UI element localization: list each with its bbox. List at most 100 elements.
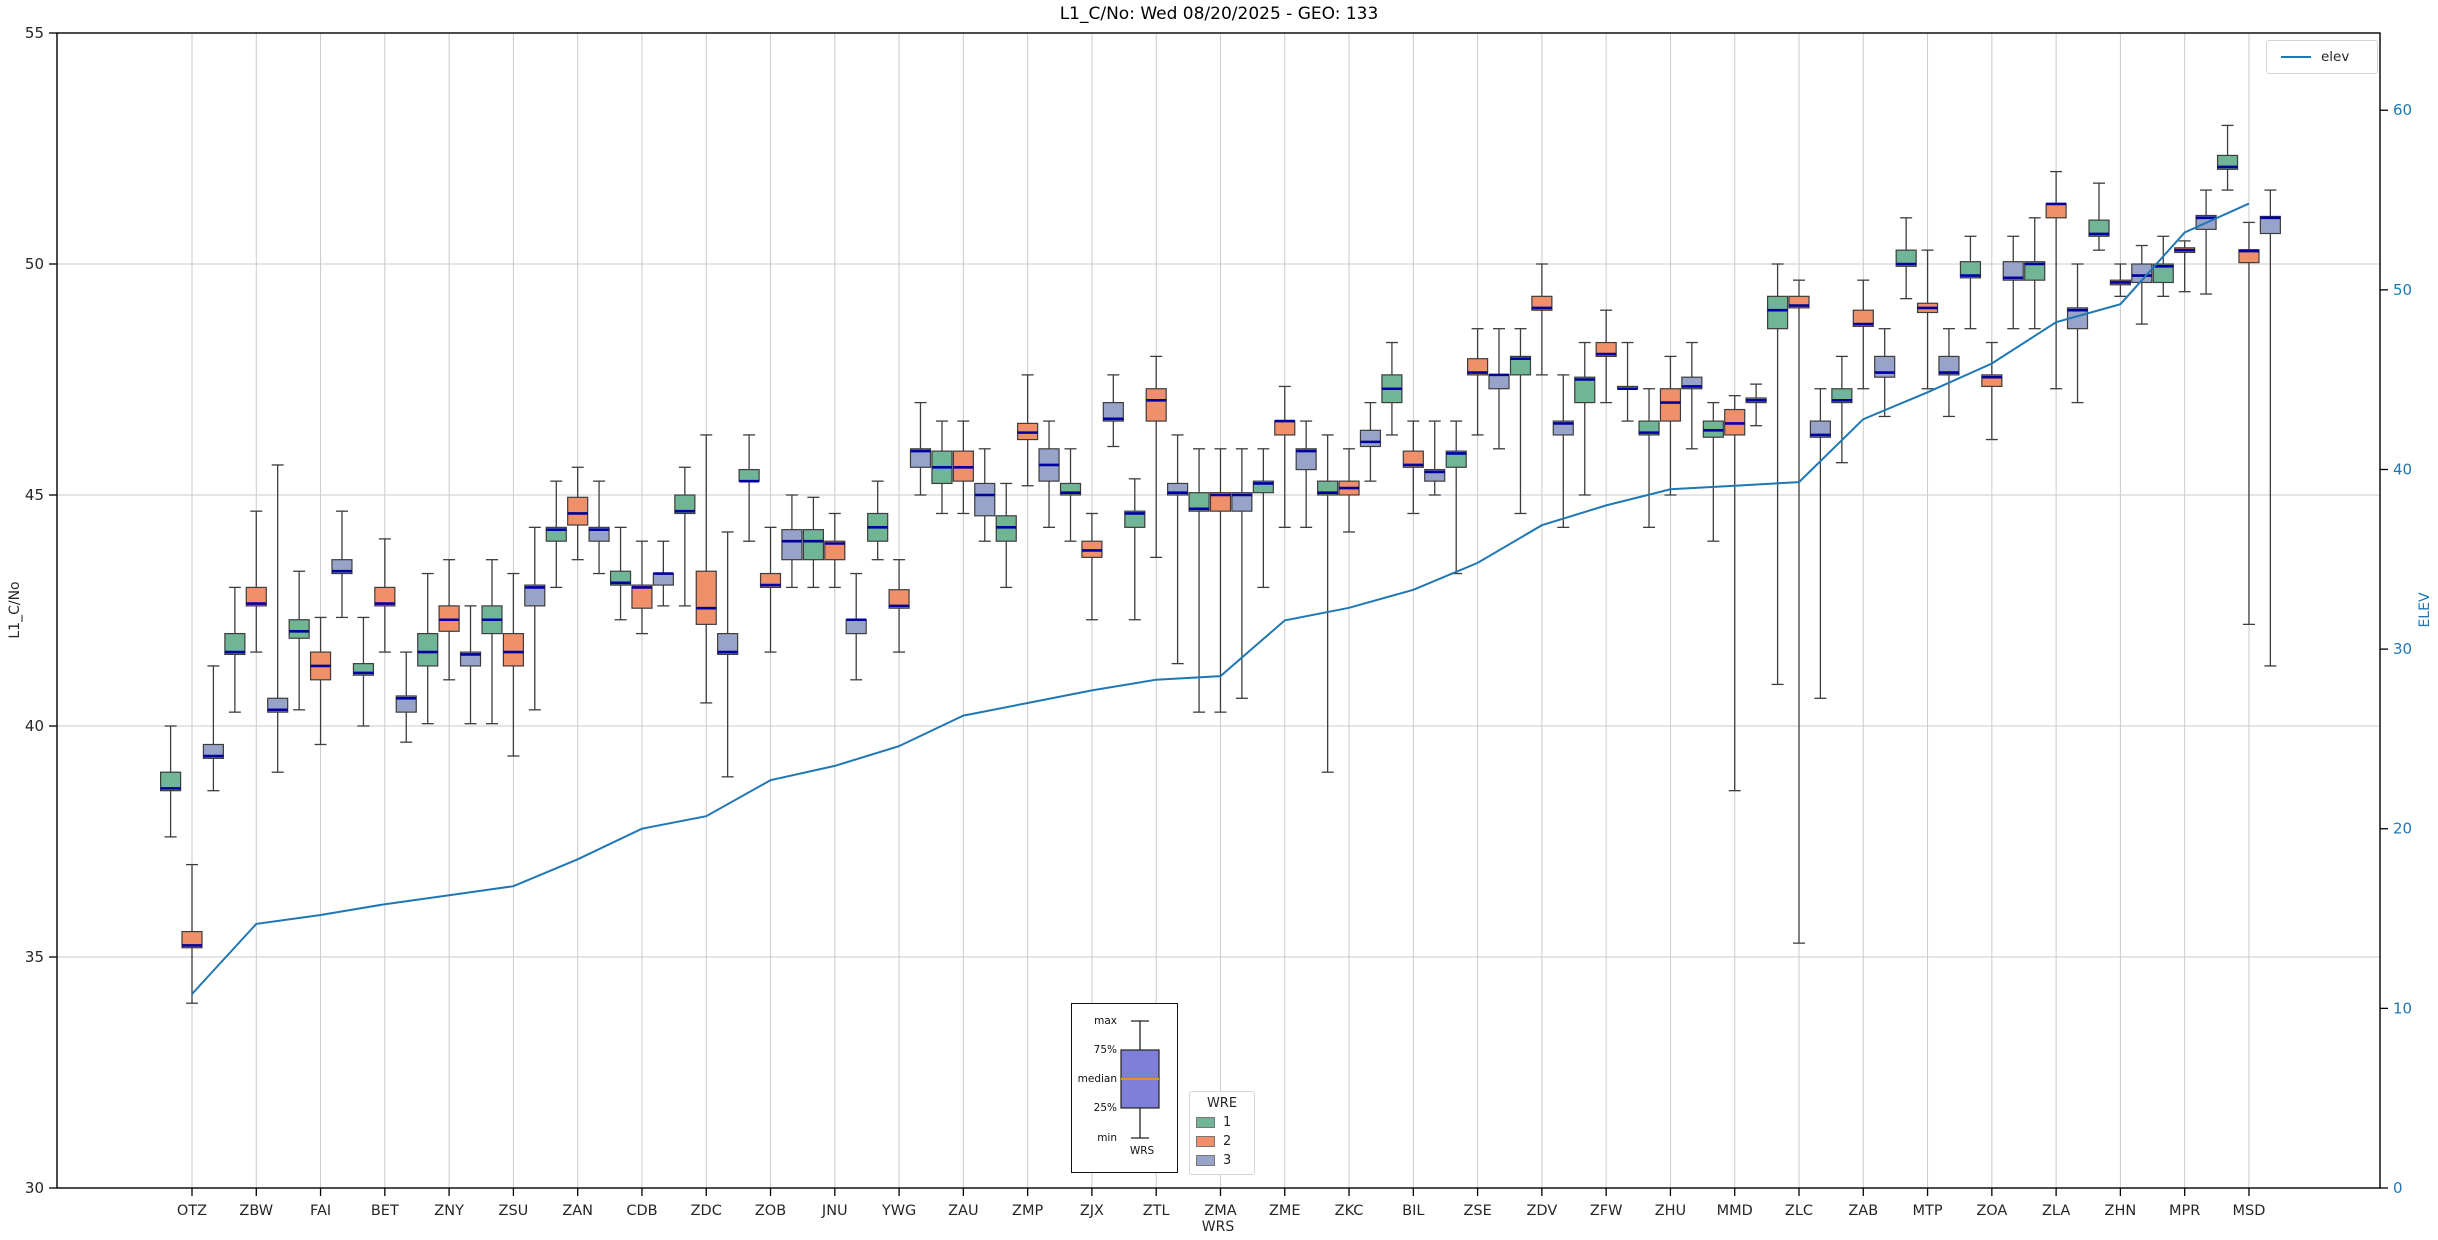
x-tick-label: MTP [1912, 1203, 1942, 1219]
box-ZAU-wre1 [931, 420, 953, 515]
plot-frame [56, 32, 2381, 1189]
x-tick-label: ZAB [1848, 1203, 1878, 1219]
box-ZKC-wre2 [1338, 448, 1360, 533]
x-tick-label: ZOB [755, 1203, 786, 1219]
wre-legend-title: WRE [1206, 1096, 1238, 1111]
box-ZAB-wre1 [1831, 355, 1853, 464]
x-tick-label: ZLA [2042, 1203, 2070, 1219]
x-tick-label: FAI [310, 1203, 331, 1219]
box-ZDC-wre1 [674, 466, 696, 607]
box-ZSE-wre1 [1445, 420, 1467, 575]
box-BIL-wre1 [1381, 341, 1403, 436]
box-YWG-wre3 [909, 401, 932, 496]
elev-legend-label: elev [2321, 49, 2350, 65]
y-left-tick-label: 40 [25, 717, 44, 735]
box-ZJX-wre3 [1102, 374, 1124, 448]
box-YWG-wre1 [867, 480, 889, 561]
elev-legend: elev [2266, 40, 2378, 74]
x-tick-label: ZAN [562, 1203, 593, 1219]
x-tick-label: BET [371, 1203, 399, 1219]
box-BIL-wre2 [1402, 420, 1424, 515]
box-ZBW-wre3 [267, 464, 289, 773]
x-tick-label: ZFW [1590, 1203, 1623, 1219]
box-CDB-wre1 [609, 526, 632, 621]
box-ZTL-wre3 [1166, 434, 1189, 665]
y-right-tick-label: 40 [2393, 460, 2412, 478]
box-ZTL-wre1 [1124, 478, 1146, 621]
box-JNU-wre2 [824, 512, 846, 589]
box-ZFW-wre3 [1616, 341, 1639, 422]
box-ZOB-wre3 [781, 494, 803, 589]
x-tick-label: ZNY [434, 1203, 464, 1219]
box-MTP-wre1 [1895, 217, 1917, 300]
y-axis-label-right: ELEV [2417, 592, 2433, 628]
y-right-tick-label: 50 [2393, 281, 2412, 299]
y-right-tick-label: 30 [2393, 640, 2412, 658]
x-axis-label: WRS [1201, 1219, 1235, 1235]
box-CDB-wre2 [631, 540, 653, 635]
box-ZOB-wre1 [738, 434, 760, 542]
box-FAI-wre1 [288, 570, 310, 711]
box-ZDC-wre3 [717, 531, 739, 778]
box-ZOB-wre2 [759, 526, 782, 653]
box-BET-wre2 [374, 538, 396, 653]
box-ZMA-wre3 [1231, 448, 1253, 699]
inset-stat-label-25: 25% [1093, 1102, 1117, 1114]
box-ZSU-wre2 [502, 572, 524, 757]
elev-line-swatch [2281, 56, 2311, 58]
y-left-tick-label: 35 [25, 948, 44, 966]
boxplot-explainer-inset: max 75% median 25% min WRS [1071, 1003, 1178, 1173]
box-ZNY-wre2 [438, 559, 460, 681]
y-left-tick-label: 30 [25, 1179, 44, 1197]
box-ZAN-wre1 [545, 480, 567, 589]
box-OTZ-wre3 [202, 665, 224, 792]
x-tick-label: MSD [2233, 1203, 2266, 1219]
y-right-tick-label: 20 [2393, 820, 2412, 838]
box-ZOA-wre1 [1959, 235, 1982, 330]
x-tick-label: MMD [1717, 1203, 1753, 1219]
box-OTZ-wre1 [160, 725, 182, 838]
box-ZTL-wre2 [1145, 355, 1167, 559]
chart-title: L1_C/No: Wed 08/20/2025 - GEO: 133 [1059, 4, 1379, 24]
wre-legend: WRE 1 2 3 [1189, 1091, 1255, 1175]
box-ZAU-wre3 [974, 448, 996, 542]
box-ZLA-wre3 [2066, 263, 2089, 404]
box-ZAN-wre2 [567, 466, 589, 561]
box-MPR-wre3 [2195, 189, 2217, 295]
x-tick-label: ZJX [1080, 1203, 1104, 1219]
box-FAI-wre2 [309, 616, 332, 746]
x-tick-label: CDB [626, 1203, 657, 1219]
x-tick-label: ZBW [239, 1203, 273, 1219]
box-MPR-wre2 [2174, 240, 2196, 293]
box-ZHU-wre1 [1638, 388, 1660, 528]
y-left-tick-label: 55 [25, 24, 44, 42]
x-tick-label: ZTL [1143, 1203, 1170, 1219]
x-tick-label: ZSE [1463, 1203, 1491, 1219]
x-tick-label: ZLC [1785, 1203, 1813, 1219]
x-tick-label: ZDV [1526, 1203, 1557, 1219]
box-ZME-wre3 [1295, 420, 1317, 528]
box-MTP-wre3 [1938, 328, 1960, 418]
box-ZAU-wre2 [952, 420, 974, 515]
box-JNU-wre3 [845, 572, 867, 681]
box-ZSE-wre3 [1488, 328, 1510, 450]
box-MSD-wre2 [2238, 221, 2260, 626]
y-right-tick-label: 10 [2393, 999, 2412, 1017]
box-BIL-wre3 [1424, 420, 1446, 496]
x-tick-label: ZHN [2105, 1203, 2137, 1219]
box-ZMA-wre1 [1188, 448, 1210, 713]
box-ZLA-wre2 [2045, 170, 2067, 390]
wre-legend-item-3: 3 [1196, 1153, 1248, 1168]
wre-swatch-1 [1196, 1117, 1215, 1128]
y-right-tick-label: 60 [2393, 101, 2412, 119]
box-MPR-wre1 [2152, 235, 2174, 297]
inset-stat-label-75: 75% [1093, 1044, 1117, 1056]
inset-stat-label-median: median [1077, 1073, 1117, 1085]
wre-label: 1 [1223, 1115, 1232, 1130]
box-ZLC-wre1 [1766, 263, 1789, 686]
box-ZJX-wre1 [1059, 448, 1082, 542]
x-tick-label: JNU [821, 1203, 848, 1219]
box-ZLC-wre3 [1809, 388, 1832, 699]
box-ZHN-wre3 [2131, 244, 2153, 325]
box-ZMP-wre2 [1017, 374, 1039, 487]
